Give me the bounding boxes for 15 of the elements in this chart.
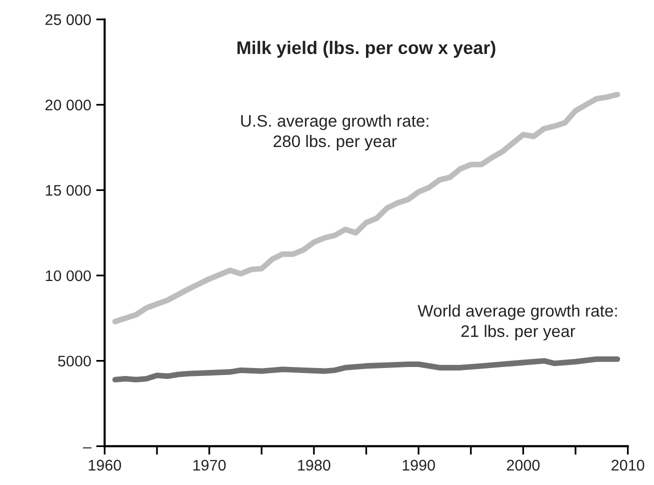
- annotation: U.S. average growth rate: 280 lbs. per year: [241, 114, 428, 150]
- x-tick-label: 1960: [88, 460, 122, 471]
- y-tick-label: 5000: [58, 356, 91, 367]
- y-tick-label: 25 000: [45, 14, 91, 26]
- y-tick-label: 20 000: [45, 100, 91, 110]
- y-tick-label: 15 000: [46, 184, 91, 196]
- x-tick-label: 1990: [402, 460, 435, 471]
- text: Milk yield (lbs. per cow x year): [238, 40, 496, 58]
- x-tick-label: 2000: [506, 460, 540, 471]
- x-tick-label: 1970: [193, 460, 226, 471]
- y-tick-label: –: [82, 447, 92, 448]
- x-tick-label: 1980: [298, 460, 330, 471]
- x-tick-label: 2010: [612, 460, 644, 471]
- annotation: World average growth rate: 21 lbs. per year: [418, 304, 617, 340]
- y-tick-label: 10 000: [46, 270, 91, 282]
